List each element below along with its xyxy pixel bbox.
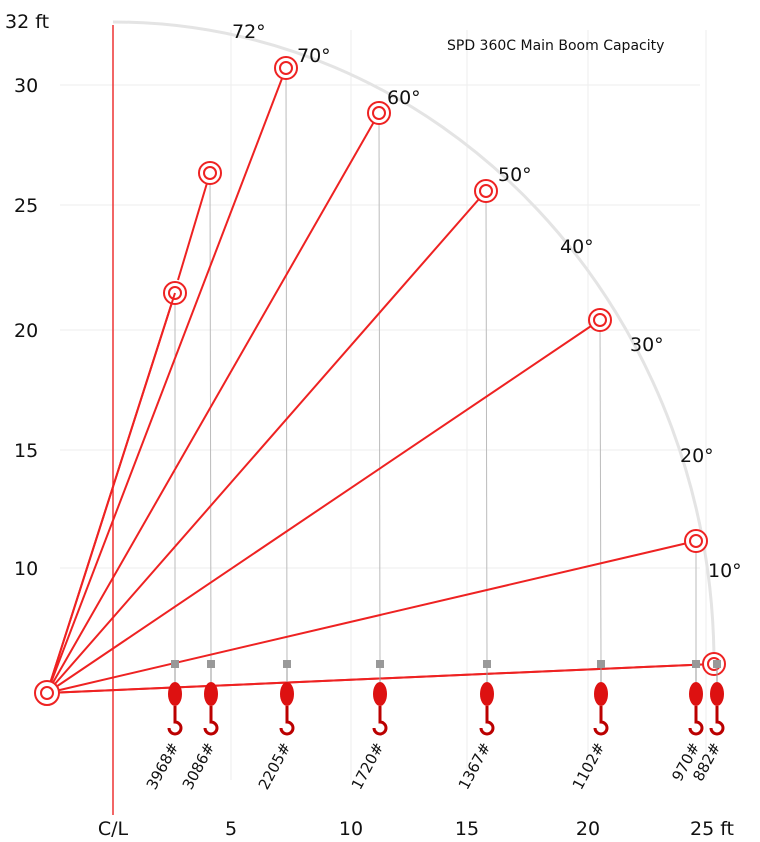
boom: [46, 292, 176, 694]
x-label: 15: [455, 818, 479, 840]
boom: [46, 190, 487, 694]
booms: 3968#3086# 2205# 1720# 1367# 1102# 970#882#: [34, 56, 726, 793]
hook: [279, 706, 295, 736]
angle-label: 50°: [498, 164, 532, 186]
hoist-line: [209, 172, 212, 666]
boom: [46, 319, 601, 694]
y-label: 32 ft: [5, 11, 49, 33]
hook-block: [283, 660, 291, 668]
boom-tip-inner: [593, 313, 607, 327]
boom: [46, 112, 380, 694]
y-label: 20: [14, 320, 38, 342]
hook: [479, 706, 495, 736]
x-label: 10: [339, 818, 363, 840]
x-label: 25 ft: [690, 818, 734, 840]
hook-body: [204, 682, 218, 706]
y-label: 15: [14, 440, 38, 462]
angle-label: 40°: [560, 236, 594, 258]
hook-block: [171, 660, 179, 668]
boom-tip-inner: [689, 534, 703, 548]
angle-label: 10°: [708, 560, 742, 582]
boom: [177, 172, 211, 281]
title: SPD 360C Main Boom Capacity: [447, 38, 664, 54]
y-label: 25: [14, 195, 38, 217]
capacity-label: 3968#: [143, 739, 183, 792]
hook-body: [480, 682, 494, 706]
hook-block: [483, 660, 491, 668]
boom-tip-inner: [203, 166, 217, 180]
capacity-label: 2205#: [255, 739, 295, 792]
capacity-label: 1102#: [569, 739, 609, 792]
boom-tip-inner: [479, 184, 493, 198]
boom-tip-inner: [279, 61, 293, 75]
boom: [46, 540, 697, 694]
capacity-label: 3086#: [179, 739, 219, 792]
hoist-line: [285, 67, 288, 666]
hook-block: [597, 660, 605, 668]
hook: [593, 706, 609, 736]
hook: [372, 706, 388, 736]
x-label: 5: [225, 818, 237, 840]
hook-body: [689, 682, 703, 706]
angle-label: 30°: [630, 334, 664, 356]
angle-label: 72°: [232, 21, 266, 43]
boom: [46, 67, 287, 694]
x-label: C/L: [98, 818, 129, 840]
hook-body: [280, 682, 294, 706]
y-label: 30: [14, 75, 38, 97]
hook: [688, 706, 704, 736]
hook-block: [376, 660, 384, 668]
hook: [203, 706, 219, 736]
reach-arc: [112, 20, 716, 665]
boom-tip-inner: [372, 106, 386, 120]
angle-label: 70°: [297, 45, 331, 67]
angle-label: 20°: [680, 445, 714, 467]
hook-body: [168, 682, 182, 706]
hoist-line: [599, 319, 602, 666]
x-label: 20: [576, 818, 600, 840]
hook-body: [594, 682, 608, 706]
hook-body: [373, 682, 387, 706]
capacity-label: 1720#: [348, 739, 388, 792]
angle-label: 60°: [387, 87, 421, 109]
capacity-label: 1367#: [455, 739, 495, 792]
hook-block: [692, 660, 700, 668]
hook-block: [713, 660, 721, 668]
hook: [167, 706, 183, 736]
hook: [709, 706, 725, 736]
hook-block: [207, 660, 215, 668]
hook-body: [710, 682, 724, 706]
y-label: 10: [14, 558, 38, 580]
pivot-inner: [40, 686, 54, 700]
hoist-line: [378, 112, 381, 666]
hoist-line: [485, 190, 488, 666]
